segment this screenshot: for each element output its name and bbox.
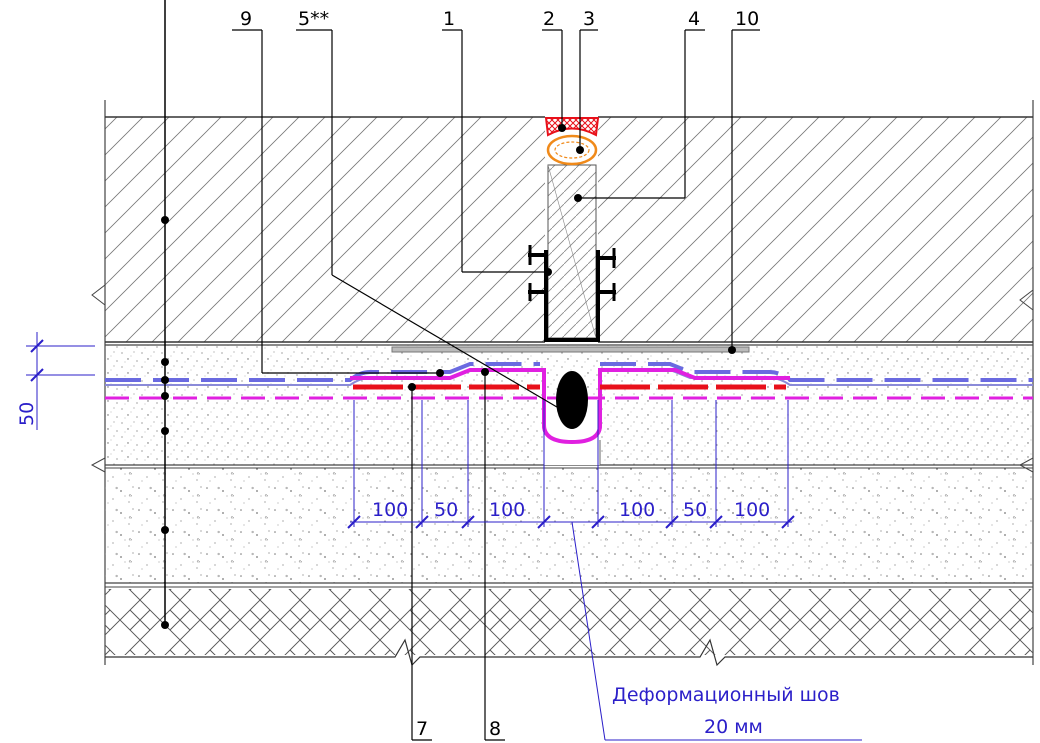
layer-leader (161, 0, 169, 629)
callout-5-label: 5** (298, 8, 329, 30)
callout-9-label: 9 (240, 8, 252, 30)
cover-plate (391, 346, 750, 353)
dimension-chain: 100 50 100 100 50 100 (347, 400, 795, 529)
callout-4-label: 4 (688, 8, 700, 30)
callout-7: 7 (408, 383, 432, 741)
callout-9: 9 (232, 8, 444, 377)
dimension-d3: 100 (489, 499, 525, 521)
base-layer (105, 467, 1033, 588)
callout-1-label: 1 (443, 8, 455, 30)
callout-10: 10 (728, 8, 760, 354)
callout-3: 3 (576, 8, 598, 154)
joint-note-line1: Деформационный шов (612, 684, 840, 706)
orange-backer-rod-icon (546, 134, 598, 166)
dimension-vertical-label: 50 (16, 402, 38, 426)
dimension-d1: 100 (372, 499, 408, 521)
callout-10-label: 10 (735, 8, 759, 30)
callout-4: 4 (574, 8, 705, 202)
dimension-d6: 100 (734, 499, 770, 521)
dimension-d4: 100 (619, 499, 655, 521)
black-oval-cord-icon (556, 371, 588, 429)
waterstop-profile (528, 245, 616, 342)
concrete-slab-right (598, 117, 1033, 342)
joint-note-line2: 20 мм (704, 716, 763, 738)
callout-3-label: 3 (583, 8, 595, 30)
joint-note: Деформационный шов 20 мм (571, 521, 862, 741)
callout-5: 5** (296, 8, 566, 414)
callout-1: 1 (442, 8, 552, 276)
callout-2: 2 (542, 8, 566, 132)
concrete-slab-left (105, 117, 545, 342)
callout-2-label: 2 (543, 8, 555, 30)
soil-layer (105, 589, 1033, 667)
dimension-d5: 50 (683, 499, 707, 521)
callout-8: 8 (481, 368, 505, 741)
dimension-d2: 50 (434, 499, 458, 521)
joint-filler (547, 164, 597, 339)
dimension-50-vertical: 50 (16, 332, 95, 430)
red-hatched-sealant-icon (544, 117, 600, 137)
callout-8-label: 8 (489, 718, 501, 740)
callout-7-label: 7 (416, 718, 428, 740)
